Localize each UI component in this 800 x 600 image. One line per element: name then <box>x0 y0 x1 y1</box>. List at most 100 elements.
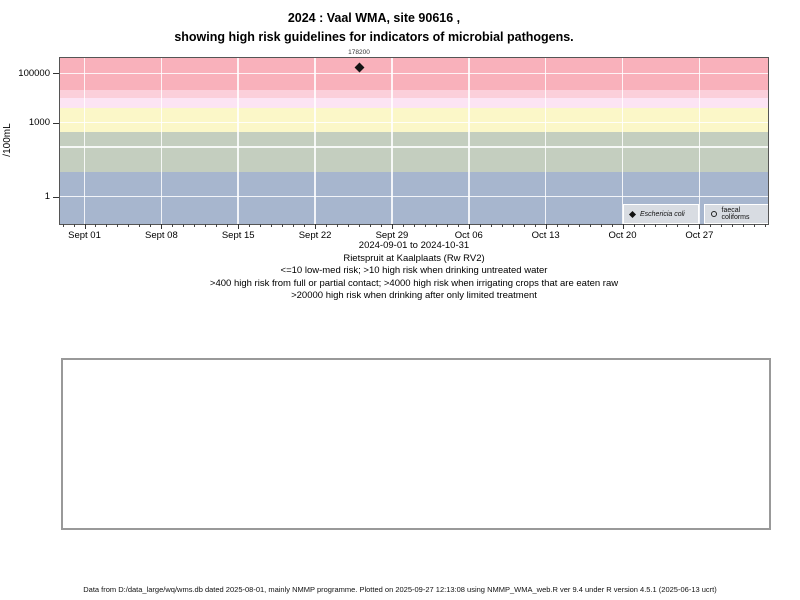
x-axis-minor-tick <box>326 224 328 227</box>
x-axis-tick <box>622 224 624 229</box>
x-axis-minor-tick <box>721 224 723 227</box>
x-axis-minor-tick <box>743 224 745 227</box>
risk-band <box>60 107 768 133</box>
x-axis-minor-tick <box>205 224 207 227</box>
x-axis-minor-tick <box>501 224 503 227</box>
x-axis-minor-tick <box>216 224 218 227</box>
x-axis-minor-tick <box>139 224 141 227</box>
x-axis-minor-tick <box>754 224 756 227</box>
x-axis-minor-tick <box>117 224 119 227</box>
x-axis-minor-tick <box>446 224 448 227</box>
risk-band <box>60 58 768 91</box>
y-axis-tick-label: 100000 <box>18 67 50 79</box>
open-circle-icon <box>710 211 717 217</box>
x-axis-minor-tick <box>380 224 382 227</box>
risk-band <box>60 132 768 172</box>
filled-diamond-icon <box>628 210 637 218</box>
x-axis-minor-tick <box>293 224 295 227</box>
v-gridline <box>391 58 393 224</box>
x-axis-minor-tick <box>106 224 108 227</box>
x-axis-minor-tick <box>128 224 130 227</box>
x-axis-minor-tick <box>589 224 591 227</box>
caption-date-range: 2024-09-01 to 2024-10-31 <box>358 240 470 251</box>
caption-guideline-1: <=10 low-med risk; >10 high risk when dr… <box>280 265 548 276</box>
y-axis-tick <box>53 73 59 75</box>
x-axis-tick-label: Oct 06 <box>454 230 483 241</box>
v-gridline <box>237 58 239 224</box>
x-axis-minor-tick <box>523 224 525 227</box>
legend-label: Eschericia coli <box>640 210 685 218</box>
x-axis-tick <box>391 224 393 229</box>
x-axis-minor-tick <box>765 224 767 227</box>
y-axis-tick <box>53 122 59 124</box>
x-axis-minor-tick <box>348 224 350 227</box>
footer-provenance: Data from D:/data_large/wq/wms.db dated … <box>83 585 717 594</box>
legend-entry-faecal-coliforms: faecal coliforms <box>703 204 768 224</box>
x-axis-minor-tick <box>611 224 613 227</box>
x-axis-minor-tick <box>490 224 492 227</box>
x-axis-tick-label: Sept 01 <box>68 230 101 241</box>
x-axis-minor-tick <box>732 224 734 227</box>
x-axis-minor-tick <box>556 224 558 227</box>
x-axis-tick <box>315 224 317 229</box>
x-axis-tick-label: Sept 29 <box>375 230 409 241</box>
x-axis-minor-tick <box>260 224 262 227</box>
x-axis-minor-tick <box>578 224 580 227</box>
chart-title-line2: showing high risk guidelines for indicat… <box>174 30 574 44</box>
v-gridline <box>544 58 547 224</box>
x-axis-minor-tick <box>194 224 196 227</box>
x-axis-minor-tick <box>457 224 459 227</box>
risk-band <box>60 97 768 108</box>
risk-band <box>60 90 768 98</box>
x-axis-tick <box>699 224 701 229</box>
legend-label: faecal coliforms <box>721 207 750 221</box>
x-axis-minor-tick <box>644 224 646 227</box>
v-gridline <box>698 58 701 224</box>
x-axis-minor-tick <box>677 224 679 227</box>
x-axis-minor-tick <box>304 224 306 227</box>
x-axis-tick <box>545 224 547 229</box>
x-axis-minor-tick <box>435 224 437 227</box>
chart-panel: Eschericia coli faecal coliforms <box>60 58 768 224</box>
x-axis-tick <box>238 224 240 229</box>
x-axis-minor-tick <box>271 224 273 227</box>
x-axis-minor-tick <box>369 224 371 227</box>
x-axis-tick-label: Oct 27 <box>685 230 714 241</box>
caption-guideline-3: >20000 high risk when drinking after onl… <box>291 290 537 301</box>
x-axis-minor-tick <box>600 224 602 227</box>
data-point-value-label: 178200 <box>348 49 370 56</box>
y-axis-tick-label: 1000 <box>28 117 50 129</box>
y-axis-title: /100mL <box>2 123 13 157</box>
v-gridline <box>160 58 163 224</box>
h-gridline <box>60 195 768 198</box>
x-axis-minor-tick <box>413 224 415 227</box>
x-axis-minor-tick <box>402 224 404 227</box>
v-gridline <box>468 58 470 224</box>
v-gridline <box>83 58 86 224</box>
x-axis-minor-tick <box>359 224 360 227</box>
x-axis-minor-tick <box>666 224 668 227</box>
x-axis-minor-tick <box>62 224 64 227</box>
x-axis-minor-tick <box>73 224 75 227</box>
h-gridline <box>60 121 768 124</box>
x-axis-tick-label: Oct 13 <box>531 230 560 241</box>
x-axis-tick <box>468 224 470 229</box>
chart-title: 2024 : Vaal WMA, site 90616 , showing hi… <box>0 9 748 47</box>
y-axis-tick <box>53 196 59 198</box>
x-axis-minor-tick <box>479 224 481 227</box>
caption-guideline-2: >400 high risk from full or partial cont… <box>209 277 619 289</box>
h-gridline <box>60 72 768 74</box>
x-axis-tick <box>84 224 86 229</box>
chart-caption: 2024-09-01 to 2024-10-31 Rietspruit at K… <box>30 240 798 303</box>
x-axis-minor-tick <box>710 224 712 227</box>
x-axis-minor-tick <box>534 224 536 227</box>
h-gridline <box>60 146 768 148</box>
x-axis-minor-tick <box>183 224 185 227</box>
x-axis-minor-tick <box>424 224 426 227</box>
x-axis-tick-label: Oct 20 <box>608 230 637 241</box>
x-axis-minor-tick <box>655 224 657 227</box>
chart-title-line1: 2024 : Vaal WMA, site 90616 , <box>287 11 461 25</box>
x-axis-minor-tick <box>567 224 569 227</box>
x-axis-minor-tick <box>633 224 635 227</box>
